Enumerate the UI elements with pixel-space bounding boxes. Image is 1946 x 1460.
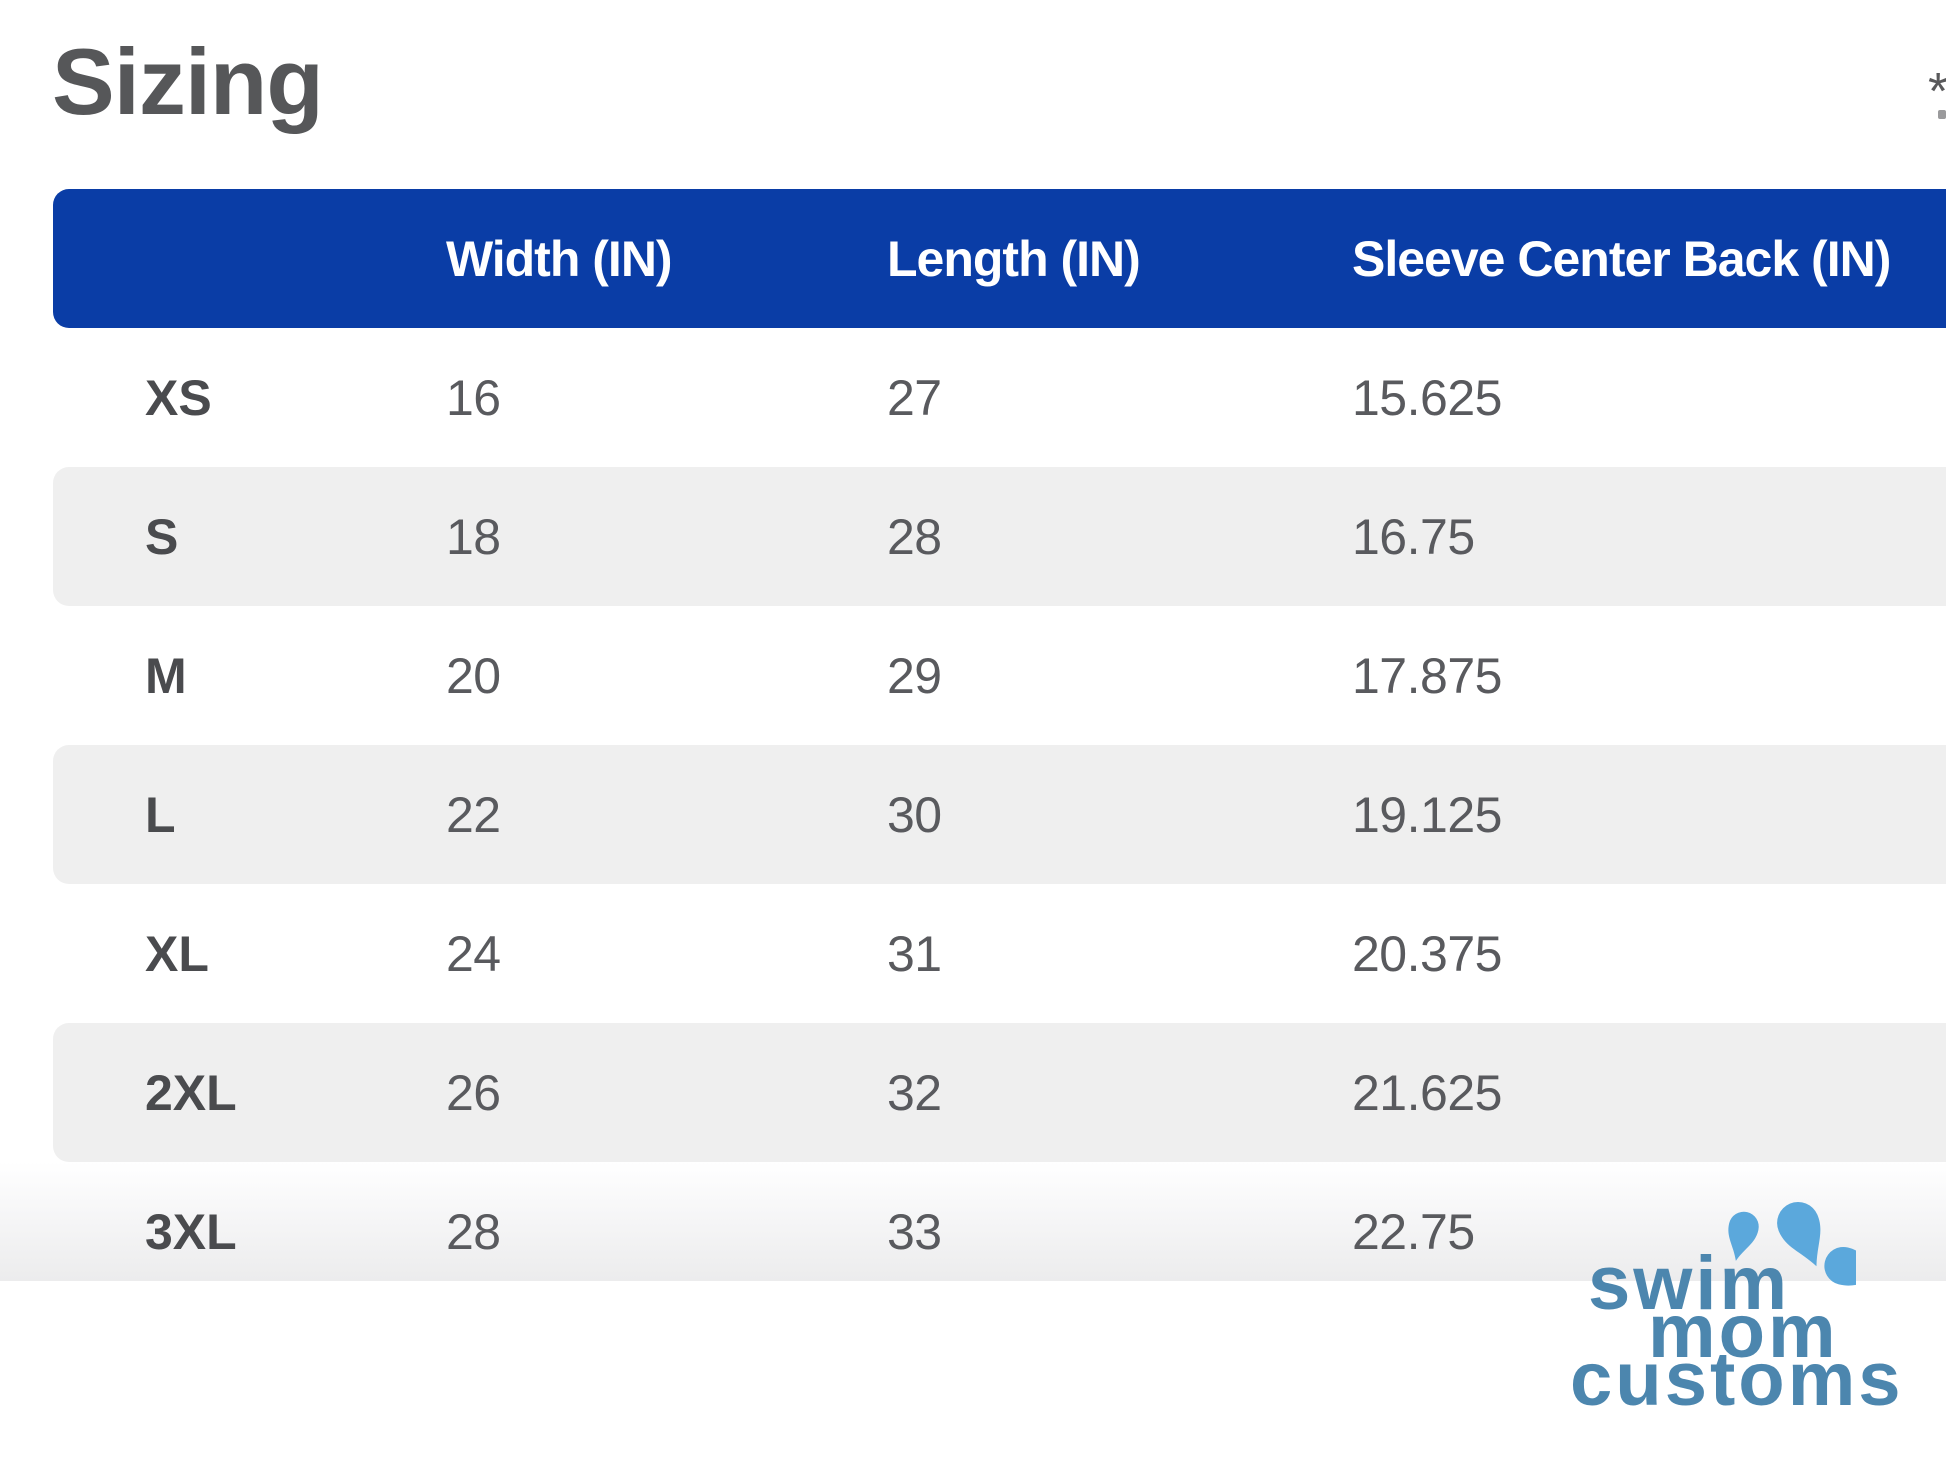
cell-length: 31 <box>887 925 942 982</box>
table-row: L 22 30 19.125 <box>53 745 1946 884</box>
cell-width: 22 <box>446 786 501 843</box>
logo-text-customs: customs <box>1570 1337 1904 1422</box>
cell-width: 24 <box>446 925 501 982</box>
cell-sleeve: 20.375 <box>1352 925 1502 982</box>
cell-length: 29 <box>887 647 942 704</box>
cell-width: 28 <box>446 1203 501 1260</box>
cell-width: 16 <box>446 369 501 426</box>
cell-size: XL <box>145 925 209 982</box>
header-cell-width: Width (IN) <box>446 230 673 287</box>
cropped-text-fragment <box>1938 110 1946 119</box>
table-row: M 20 29 17.875 <box>53 606 1946 745</box>
logo-text-mom: mom <box>1648 1289 1839 1374</box>
cell-sleeve: 17.875 <box>1352 647 1502 704</box>
header-cell-sleeve: Sleeve Center Back (IN) <box>1352 230 1891 287</box>
table-body: XS 16 27 15.625 S 18 28 16.75 M 20 29 17.875 L 22 30 19… <box>53 328 1946 1301</box>
cell-size: 2XL <box>145 1064 237 1121</box>
cell-size: XS <box>145 369 212 426</box>
bottom-fade-band <box>0 1162 1946 1281</box>
cell-length: 33 <box>887 1203 942 1260</box>
cell-length: 27 <box>887 369 942 426</box>
page-title: Sizing <box>52 29 324 134</box>
cell-sleeve: 21.625 <box>1352 1064 1502 1121</box>
cell-width: 20 <box>446 647 501 704</box>
cell-sleeve: 16.75 <box>1352 508 1475 565</box>
water-splash-icon <box>1728 1201 1856 1286</box>
cell-sleeve: 22.75 <box>1352 1203 1475 1260</box>
sizing-table: Width (IN) Length (IN) Sleeve Center Bac… <box>53 189 1946 1301</box>
table-row: S 18 28 16.75 <box>53 467 1946 606</box>
table-row: XL 24 31 20.375 <box>53 884 1946 1023</box>
cell-size: S <box>145 508 179 565</box>
cell-sleeve: 15.625 <box>1352 369 1502 426</box>
table-header-row: Width (IN) Length (IN) Sleeve Center Bac… <box>53 189 1946 328</box>
table-row: XS 16 27 15.625 <box>53 328 1946 467</box>
footnote-asterisk: * <box>1928 62 1946 122</box>
cell-width: 26 <box>446 1064 501 1121</box>
cell-size: 3XL <box>145 1203 237 1260</box>
logo-text-swim: swim <box>1588 1241 1791 1326</box>
table-row: 2XL 26 32 21.625 <box>53 1023 1946 1162</box>
cell-length: 30 <box>887 786 942 843</box>
header-cell-length: Length (IN) <box>887 230 1141 287</box>
cell-sleeve: 19.125 <box>1352 786 1502 843</box>
cell-length: 32 <box>887 1064 942 1121</box>
cell-size: L <box>145 786 176 843</box>
cell-size: M <box>145 647 187 704</box>
table-row: 3XL 28 33 22.75 <box>53 1162 1946 1301</box>
cell-width: 18 <box>446 508 501 565</box>
cell-length: 28 <box>887 508 942 565</box>
